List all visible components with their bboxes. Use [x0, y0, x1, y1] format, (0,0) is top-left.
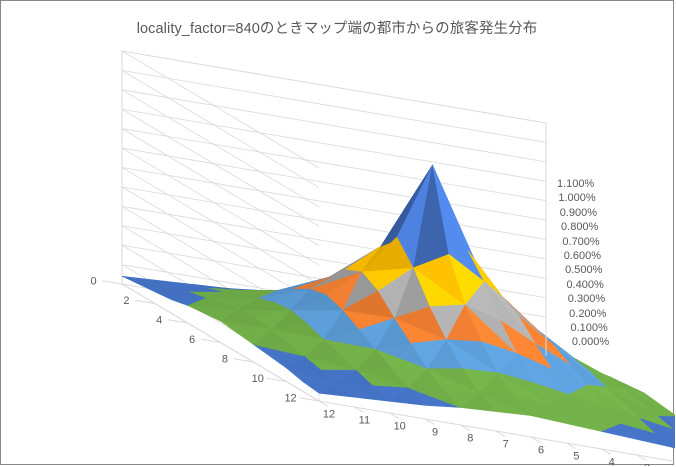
- axis-tick-label: 8: [222, 354, 228, 366]
- z-axis-tick-label: 0.400%: [566, 278, 604, 291]
- axis-tick-label: 4: [156, 315, 162, 327]
- axis-tick-label: 7: [503, 438, 509, 450]
- z-axis-tick-label: 0.200%: [569, 307, 607, 320]
- axis-tick-label: 0: [91, 276, 97, 288]
- axis-tick-label: 12: [284, 393, 296, 405]
- axis-tick-label: 11: [359, 414, 370, 426]
- axis-tick-label: 6: [189, 334, 195, 346]
- z-axis-tick-label: 1.100%: [557, 178, 595, 190]
- z-axis-tick-label: 0.600%: [563, 249, 602, 262]
- axis-tick-label: 3: [644, 462, 650, 466]
- axis-tick-label: 12: [323, 408, 335, 420]
- z-axis-tick-label: 0.700%: [562, 235, 600, 248]
- axis-tick-label: 10: [252, 373, 264, 385]
- axis-tick-label: 6: [538, 444, 544, 456]
- z-axis-tick-label: 0.100%: [570, 321, 608, 334]
- z-axis-tick-label: 0.800%: [561, 221, 599, 234]
- z-axis-tick-label: 0.500%: [565, 264, 603, 277]
- axis-tick-label: 10: [394, 420, 406, 432]
- axis-tick-label: 8: [467, 432, 473, 444]
- axis-tick-label: 4: [609, 456, 615, 466]
- z-axis-labels: 1.100% 1.000% 0.900% 0.800% 0.700% 0.600% 0.50…: [557, 177, 637, 350]
- axis-tick-label: 9: [432, 426, 438, 438]
- z-axis-tick-label: 0.900%: [559, 206, 597, 219]
- axis-tick-label: 2: [123, 295, 129, 307]
- z-axis-tick-label: 1.000%: [558, 192, 596, 205]
- axis-tick-label: 5: [573, 450, 579, 462]
- chart-title: locality_factor=840のときマップ端の都市からの旅客発生分布: [136, 21, 538, 37]
- z-axis-tick-label: 0.000%: [571, 336, 610, 349]
- z-axis-tick-label: 0.300%: [567, 293, 606, 306]
